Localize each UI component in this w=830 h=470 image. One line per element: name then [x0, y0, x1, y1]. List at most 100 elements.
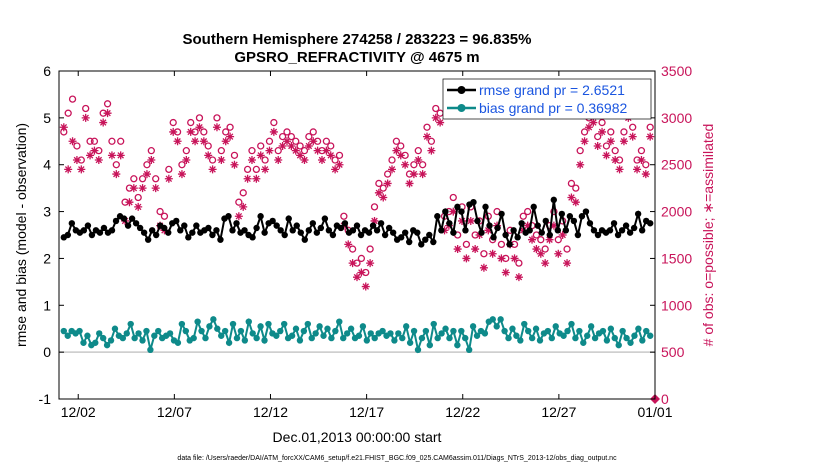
rmse-point [84, 222, 92, 229]
obs-possible-point [432, 104, 440, 113]
rmse-point [606, 227, 614, 234]
rmse-point [462, 227, 469, 234]
obs-assimilated-point [212, 123, 221, 132]
obs-assimilated-point [361, 282, 370, 291]
bias-point [300, 327, 308, 335]
bias-point [292, 325, 300, 332]
obs-possible-point [572, 184, 580, 192]
bias-point [544, 327, 552, 335]
obs-possible-point [130, 175, 138, 183]
bias-point [229, 320, 237, 328]
obs-assimilated-point [606, 137, 615, 146]
bias-point [304, 320, 312, 328]
bias-point [627, 339, 634, 346]
rmse-point [281, 231, 288, 239]
obs-assimilated-point [116, 151, 125, 160]
bias-point [410, 327, 418, 335]
obs-possible-point [160, 212, 169, 220]
rmse-point [506, 241, 513, 248]
obs-assimilated-point [497, 254, 506, 263]
obs-assimilated-point [129, 184, 138, 193]
obs-assimilated-point [510, 254, 519, 263]
obs-assimilated-point [563, 259, 572, 268]
rmse-point [277, 227, 284, 234]
obs-possible-point [541, 245, 549, 253]
rmse-point [309, 220, 317, 227]
bias-point [568, 320, 575, 328]
bias-point [454, 341, 461, 349]
obs-assimilated-point [331, 165, 340, 174]
y-axis-right: 0 500 1000 1500 2000 2500 3000 3500 [650, 63, 692, 407]
rmse-point [96, 229, 104, 236]
obs-possible-point [152, 175, 160, 183]
rmse-point [253, 224, 260, 232]
bias-point [524, 327, 532, 335]
bias-point [206, 323, 213, 330]
obs-assimilated-point [269, 127, 278, 136]
bias-point [76, 327, 83, 335]
obs-assimilated-series [59, 109, 660, 404]
rmse-point [148, 227, 156, 234]
obs-possible-point [195, 114, 204, 122]
rmse-point [88, 231, 96, 239]
obs-possible-point [607, 128, 615, 136]
bias-point [536, 337, 544, 344]
obs-assimilated-point [81, 113, 90, 122]
rmse-point [514, 234, 521, 241]
obs-possible-point [462, 240, 471, 249]
obs-possible-point [117, 137, 125, 145]
rmse-point [257, 213, 264, 220]
obs-assimilated-point [322, 146, 331, 155]
rmse-point [177, 227, 184, 234]
rmse-point [634, 210, 642, 218]
x-axis-label: Dec.01,2013 00:00:00 start [273, 429, 442, 445]
bias-point [316, 323, 323, 330]
obs-possible-point [178, 161, 186, 169]
rmse-point [173, 217, 180, 225]
obs-possible-point [410, 161, 418, 169]
rmse-point [498, 210, 505, 218]
obs-assimilated-point [374, 188, 383, 197]
obs-possible-point [138, 175, 147, 183]
bias-point [611, 334, 618, 342]
obs-assimilated-point [598, 127, 607, 136]
bias-point [210, 316, 217, 323]
obs-assimilated-point [151, 184, 160, 193]
obs-possible-point [200, 128, 208, 136]
obs-assimilated-point [633, 165, 642, 174]
obs-assimilated-point [199, 137, 208, 146]
obs-assimilated-point [571, 198, 580, 207]
bias-point [497, 316, 504, 323]
bias-point [363, 337, 371, 344]
obs-assimilated-point [68, 137, 77, 146]
rmse-point [357, 231, 365, 239]
rmse-point [353, 222, 361, 229]
rmse-point [108, 227, 116, 234]
obs-assimilated-point [309, 137, 318, 146]
obs-possible-point [375, 179, 383, 188]
obs-assimilated-point [580, 137, 589, 146]
bias-point [332, 327, 339, 335]
obs-assimilated-point [86, 151, 95, 160]
obs-assimilated-point [147, 156, 156, 165]
bias-point [324, 325, 331, 332]
obs-assimilated-point [423, 132, 432, 141]
bias-point [643, 327, 650, 335]
bias-point [249, 330, 256, 337]
rmse-point [482, 203, 489, 211]
rmse-point [446, 220, 453, 227]
bias-point [422, 327, 430, 335]
bias-point [328, 334, 335, 342]
rmse-point [414, 229, 421, 236]
y-axis-left: -1 0 1 2 3 4 5 6 [39, 63, 64, 407]
obs-possible-point [340, 212, 348, 220]
rmse-point [566, 213, 574, 220]
rmse-point [438, 227, 445, 234]
bias-point [387, 330, 394, 337]
bias-point [245, 318, 252, 325]
obs-assimilated-point [125, 198, 134, 207]
obs-assimilated-point [584, 123, 593, 132]
bias-point [84, 332, 91, 339]
rmse-point [140, 229, 148, 236]
rmse-point [494, 224, 501, 232]
